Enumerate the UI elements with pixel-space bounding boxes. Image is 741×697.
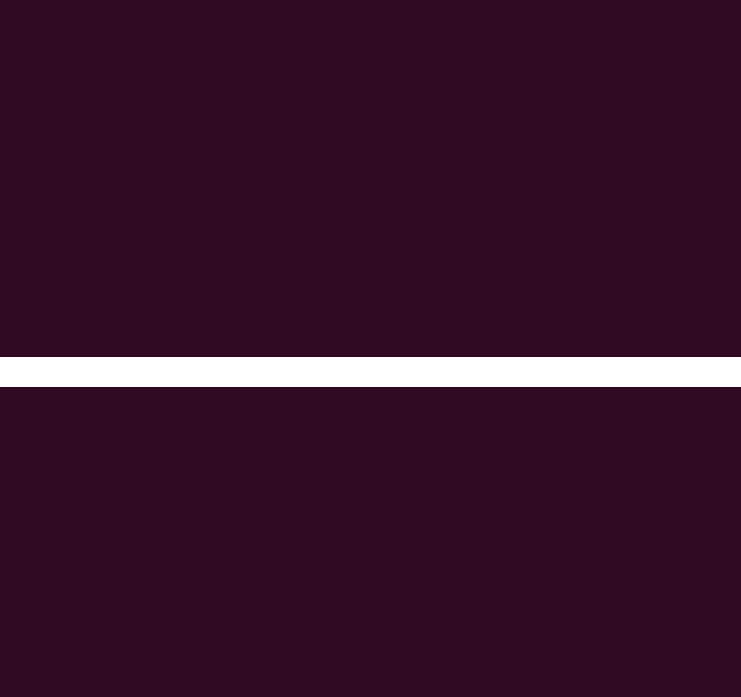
terminal-top-pane[interactable]	[0, 0, 741, 357]
terminal-bottom-pane[interactable]	[0, 387, 741, 697]
